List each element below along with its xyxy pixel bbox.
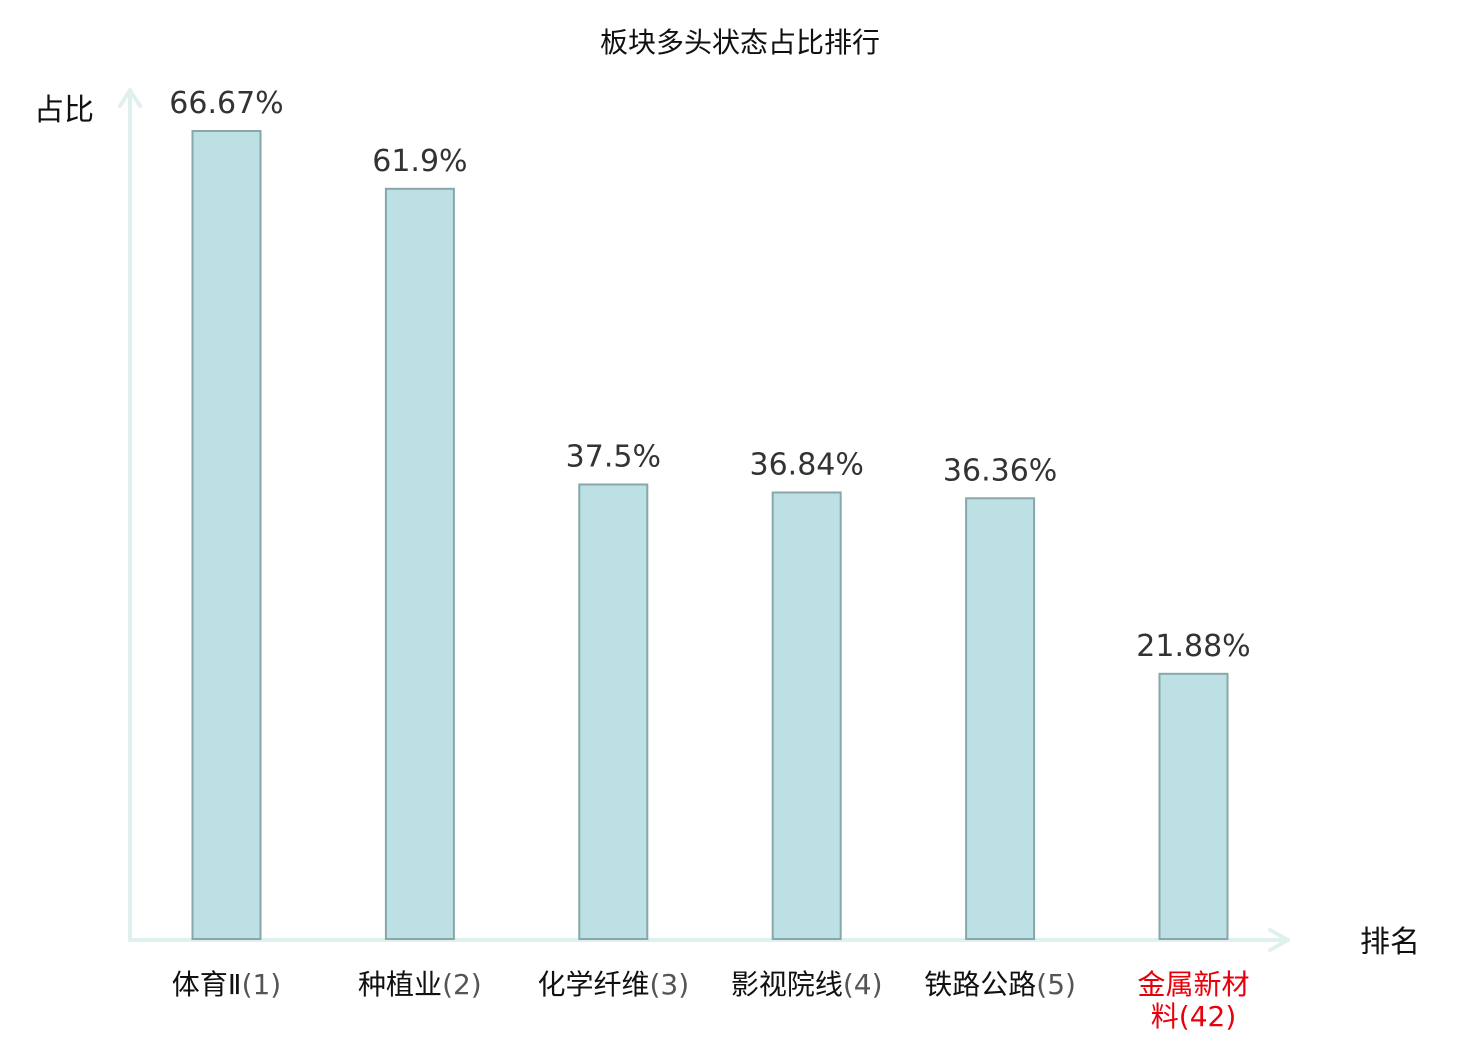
y-axis-label: 占比 xyxy=(34,93,94,128)
bar xyxy=(191,130,262,940)
bars-group xyxy=(191,130,1229,941)
bar xyxy=(965,497,1036,940)
x-axis-arrow xyxy=(1268,928,1290,952)
category-labels-group: 体育Ⅱ(1) 种植业(2) 化学纤维(3) 影视院线(4) 铁路公路(5) 金属新材料(4… xyxy=(172,968,1250,1033)
bar-value-label: 21.88% xyxy=(1136,629,1250,664)
category-rank: (42) xyxy=(1179,1000,1236,1033)
category-name: 铁路公路 xyxy=(924,968,1036,1001)
category-label: 种植业(2) xyxy=(358,968,482,1001)
category-rank: (5) xyxy=(1036,968,1076,1001)
bar-value-label: 61.9% xyxy=(372,144,467,179)
category-name: 金属新材 xyxy=(1137,968,1249,1001)
category-label: 铁路公路(5) xyxy=(924,968,1076,1001)
bar-value-label: 36.84% xyxy=(750,448,864,483)
bar xyxy=(384,187,455,941)
category-label: 金属新材料(42) xyxy=(1137,968,1249,1033)
axes xyxy=(118,88,1290,952)
category-name: 种植业 xyxy=(358,968,442,1001)
bar-value-label: 37.5% xyxy=(566,440,661,475)
value-labels-group: 66.67% 61.9% 37.5% 36.84% 36.36% 21.88% xyxy=(169,86,1250,664)
category-rank: (4) xyxy=(843,968,883,1001)
y-axis-arrow xyxy=(118,88,142,108)
category-label: 影视院线(4) xyxy=(731,968,883,1001)
category-name: 体育Ⅱ xyxy=(172,968,242,1001)
category-rank: (1) xyxy=(242,968,282,1001)
bar xyxy=(771,491,842,940)
bar xyxy=(578,483,649,940)
category-name: 影视院线 xyxy=(731,968,843,1001)
category-name-cont: 料 xyxy=(1151,1000,1179,1033)
bar-value-label: 66.67% xyxy=(169,86,283,121)
bar-value-label: 36.36% xyxy=(943,453,1057,488)
bar xyxy=(1158,672,1229,940)
category-name: 化学纤维 xyxy=(537,968,649,1001)
category-rank: (2) xyxy=(442,968,482,1001)
category-label: 体育Ⅱ(1) xyxy=(172,968,281,1001)
category-label: 化学纤维(3) xyxy=(537,968,689,1001)
x-axis-label: 排名 xyxy=(1360,925,1420,960)
chart-title: 板块多头状态占比排行 xyxy=(600,26,880,59)
category-rank: (3) xyxy=(649,968,689,1001)
